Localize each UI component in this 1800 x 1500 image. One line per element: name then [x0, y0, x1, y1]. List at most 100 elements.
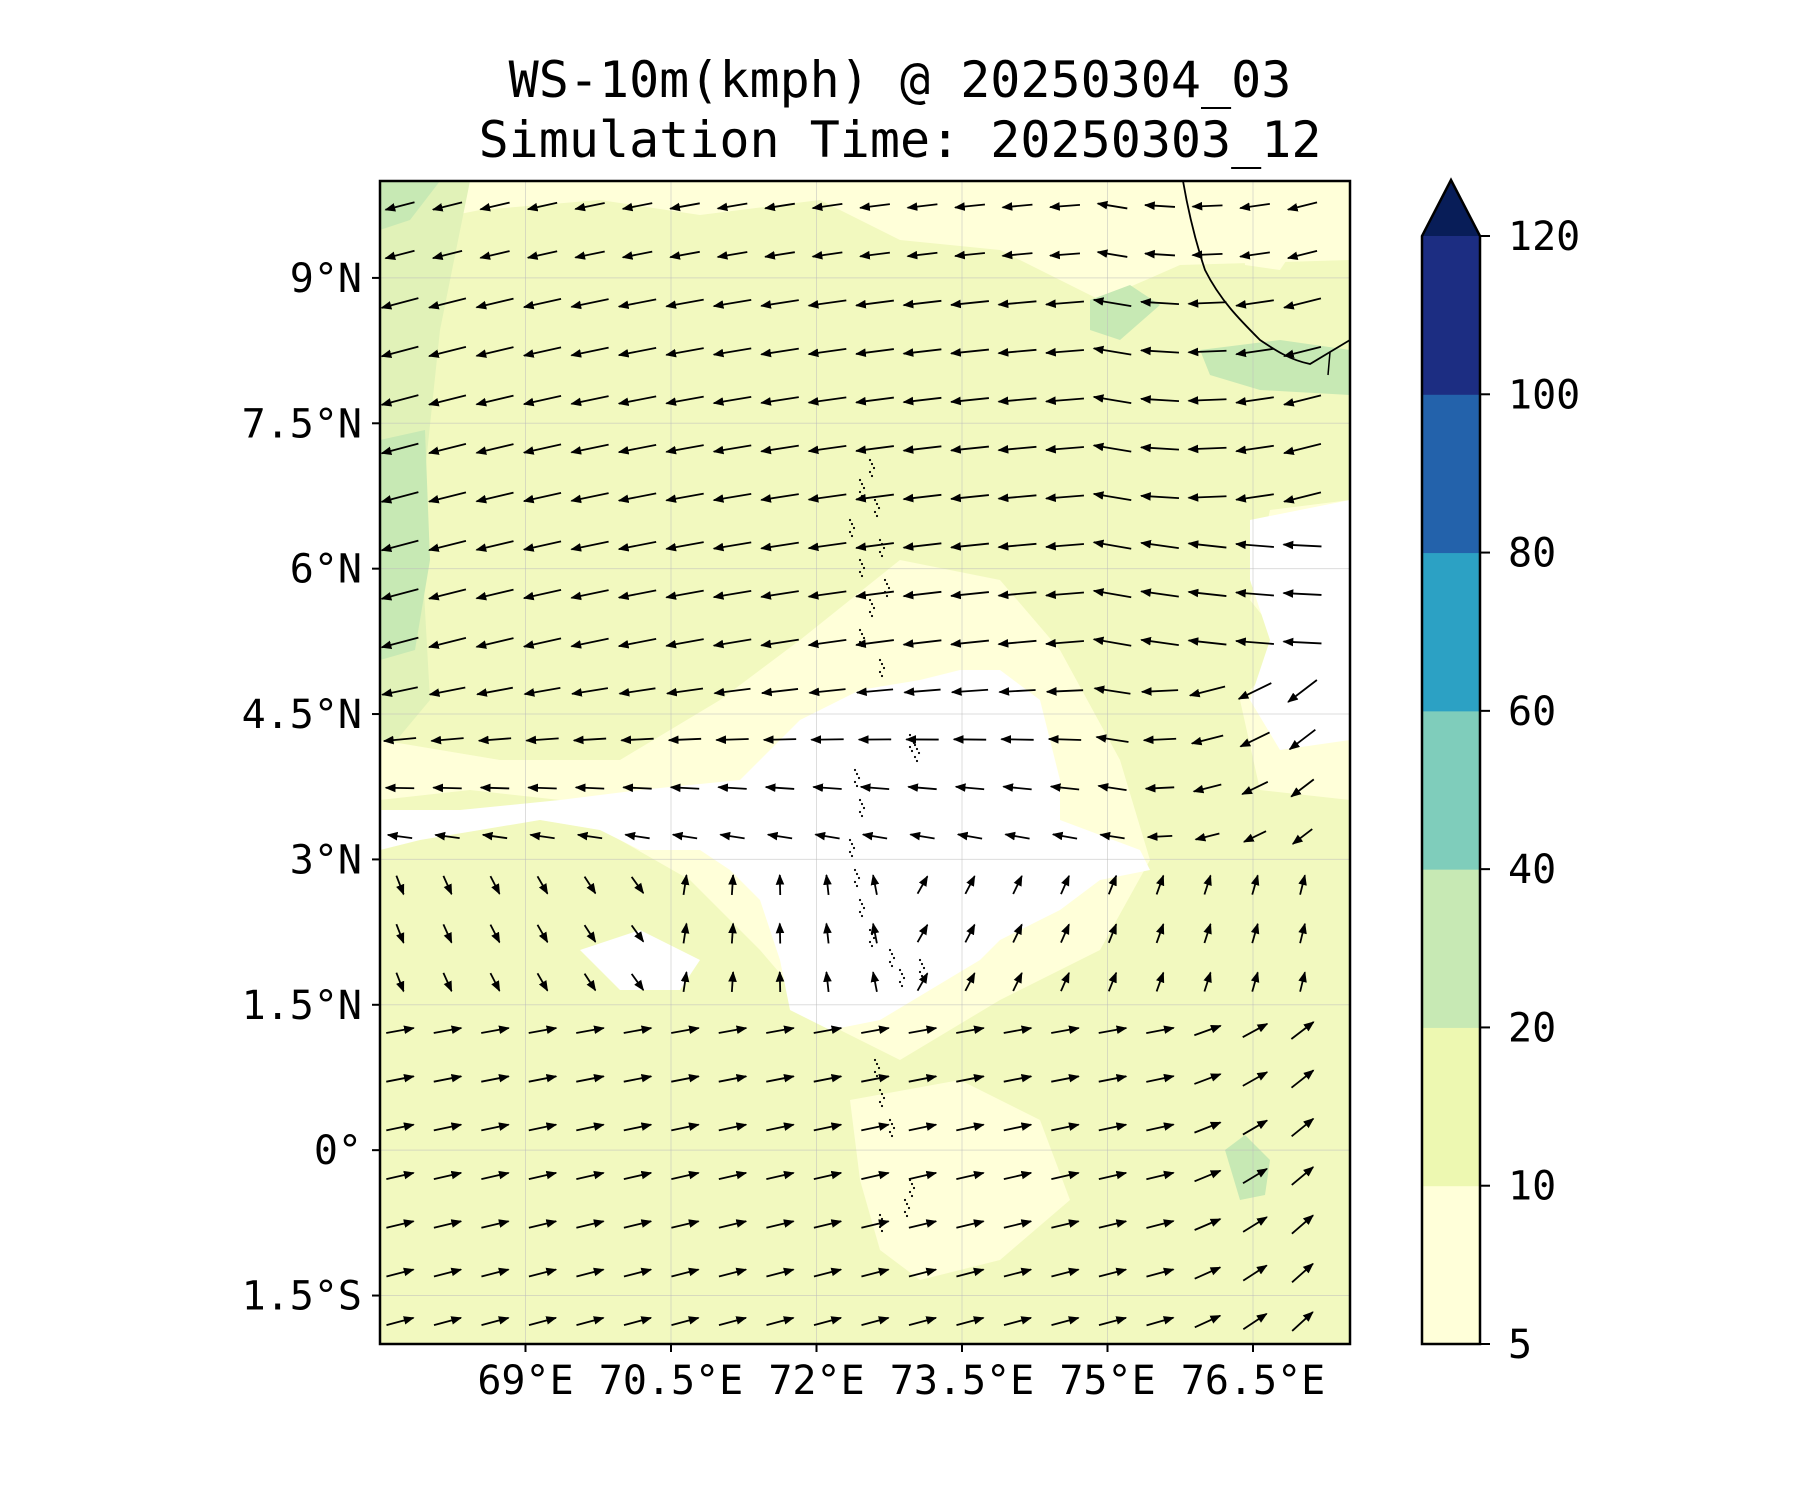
wind-arrow — [764, 202, 795, 212]
wind-arrow — [1234, 588, 1275, 598]
map-subtitle: Simulation Time: 20250303_12 — [478, 111, 1322, 169]
wind-arrow — [902, 299, 942, 309]
wind-arrow — [813, 1267, 843, 1278]
lat-tick-label: 4.5°N — [242, 692, 362, 738]
wind-arrow — [1044, 541, 1085, 551]
wind-arrow — [1203, 874, 1212, 895]
wind-arrow — [1298, 922, 1307, 944]
island-dot — [905, 1214, 909, 1218]
wind-arrow — [583, 924, 597, 943]
wind-arrow — [386, 1316, 415, 1327]
island-dot — [860, 574, 864, 578]
wind-arrow — [760, 590, 799, 600]
wind-arrow — [807, 299, 847, 309]
wind-arrow — [669, 250, 700, 260]
wind-arrow — [1242, 1119, 1269, 1136]
wind-arrow — [623, 1219, 653, 1229]
island-dot — [872, 466, 876, 470]
wind-arrow — [1092, 636, 1132, 647]
wind-arrow — [1139, 443, 1180, 453]
wind-arrow — [528, 1267, 558, 1278]
wind-arrow — [1283, 297, 1322, 310]
wind-arrow — [1003, 1073, 1033, 1083]
wind-arrow — [1051, 831, 1078, 841]
island-dot — [855, 884, 859, 888]
gridlines — [380, 181, 1350, 1344]
island-dot — [878, 670, 882, 674]
wind-arrow — [1237, 682, 1272, 700]
wind-arrow — [522, 395, 562, 407]
wind-arrow — [902, 639, 942, 648]
island-dot — [888, 960, 892, 964]
island-dot — [880, 1104, 884, 1108]
wind-arrow — [1001, 202, 1033, 211]
wind-arrow — [1286, 201, 1318, 212]
wind-arrow — [861, 831, 888, 841]
wind-arrow — [1291, 1166, 1315, 1186]
wind-arrow — [1051, 1267, 1080, 1278]
island-dot — [868, 598, 872, 602]
wind-arrow — [665, 638, 704, 649]
island-dot — [878, 1100, 882, 1104]
island-dot — [850, 534, 854, 538]
wind-arrow — [1092, 442, 1132, 453]
wind-arrow — [1107, 874, 1118, 895]
wind-arrow — [1290, 778, 1315, 798]
wind-arrow — [1194, 1024, 1222, 1037]
wind-arrow — [950, 348, 989, 357]
wind-arrow — [623, 1170, 653, 1180]
wind-arrow — [570, 637, 609, 649]
wind-arrow — [428, 394, 467, 407]
wind-arrow — [807, 444, 847, 455]
wind-arrow — [617, 346, 657, 358]
wind-arrow — [1288, 728, 1316, 751]
island-dot — [887, 586, 891, 590]
island-dot — [918, 970, 922, 974]
island-dot — [922, 966, 926, 970]
wind-arrow — [1187, 444, 1227, 454]
wind-arrow — [1096, 200, 1128, 210]
island-dot — [882, 546, 886, 550]
wind-arrow — [1092, 539, 1132, 550]
wind-arrow — [1096, 249, 1128, 258]
wind-arrow — [570, 443, 609, 455]
wind-arrow — [1146, 1122, 1175, 1132]
island-dot — [892, 1126, 896, 1130]
wind-arrow — [964, 875, 976, 895]
island-dot — [850, 522, 854, 526]
wind-arrow — [956, 1122, 985, 1132]
wind-arrow — [766, 1025, 795, 1034]
wind-arrow — [1144, 783, 1175, 793]
wind-arrow — [1099, 831, 1125, 841]
wind-arrow — [902, 542, 942, 551]
wind-arrow — [528, 1073, 558, 1083]
contour-westdark — [380, 181, 440, 230]
wind-arrow — [680, 922, 690, 944]
wind-arrow — [621, 250, 653, 260]
wind-arrow — [997, 639, 1037, 648]
island-dot — [868, 470, 872, 474]
lat-tick-label: 9°N — [290, 256, 362, 302]
wind-arrow — [576, 1025, 605, 1034]
colorbar-tick-label: 5 — [1508, 1322, 1532, 1368]
wind-arrow — [1194, 1314, 1222, 1329]
wind-arrow — [1146, 1316, 1175, 1327]
island-dot — [858, 810, 862, 814]
island-dot — [858, 898, 862, 902]
wind-arrow — [623, 1122, 653, 1132]
wind-arrow — [1095, 734, 1129, 743]
wind-arrow — [760, 347, 799, 358]
wind-arrow — [526, 201, 558, 212]
island-dot — [898, 980, 902, 984]
wind-arrow — [1044, 299, 1085, 309]
wind-arrow — [428, 588, 467, 601]
island-dot — [858, 640, 862, 644]
wind-arrow — [870, 922, 880, 944]
colorbar-segment — [1422, 236, 1480, 395]
lon-tick-label: 72°E — [768, 1358, 864, 1404]
wind-arrow — [1140, 687, 1179, 696]
wind-arrow — [630, 876, 645, 894]
wind-arrow — [855, 639, 894, 648]
wind-arrow — [1298, 874, 1307, 895]
wind-arrow — [997, 493, 1037, 503]
